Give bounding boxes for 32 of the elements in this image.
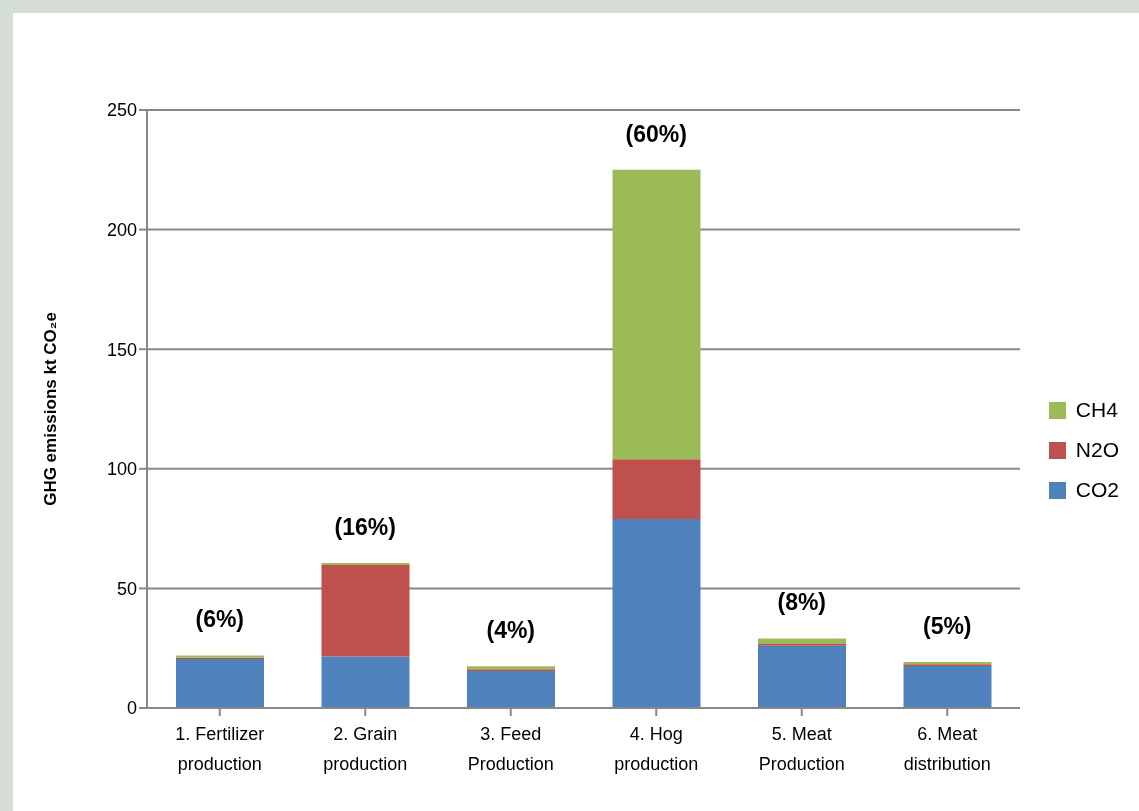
x-tick-label: 6. Meat distribution — [903, 724, 991, 774]
bar — [758, 638, 846, 644]
annotation: (60%) — [625, 120, 687, 147]
annotation: (16%) — [334, 514, 396, 541]
y-tick-label: 100 — [106, 459, 137, 480]
bar — [612, 519, 701, 708]
y-tick-label: 200 — [106, 219, 137, 240]
annotation: (8%) — [777, 589, 827, 616]
annotation: (6%) — [195, 606, 245, 633]
bar — [176, 658, 264, 708]
bar — [612, 169, 701, 460]
bar — [612, 459, 701, 520]
legend-label: CO2 — [1075, 478, 1119, 502]
y-tick-label: 150 — [106, 339, 137, 360]
x-tick-label: 4. Hog production — [614, 724, 699, 774]
x-tick-label: 1. Fertilizer production — [175, 724, 265, 774]
bar — [321, 564, 410, 657]
y-tick-label: 0 — [126, 698, 137, 719]
x-tick-label: 2. Grain production — [323, 724, 408, 774]
y-tick-label: 250 — [106, 100, 137, 121]
bar — [321, 656, 410, 708]
bar — [758, 645, 846, 708]
legend-label: CH4 — [1075, 398, 1118, 422]
y-tick-label: 50 — [116, 578, 137, 599]
x-tick-label: 5. Meat Production — [758, 724, 845, 774]
bar — [903, 665, 992, 708]
x-tick-label: 3. Feed Production — [467, 724, 554, 774]
legend-label: N2O — [1075, 438, 1119, 462]
bar — [467, 670, 555, 708]
annotation: (4%) — [486, 617, 536, 644]
annotation: (5%) — [922, 613, 972, 640]
y-axis-title: GHG emissions kt CO₂e — [41, 312, 61, 506]
